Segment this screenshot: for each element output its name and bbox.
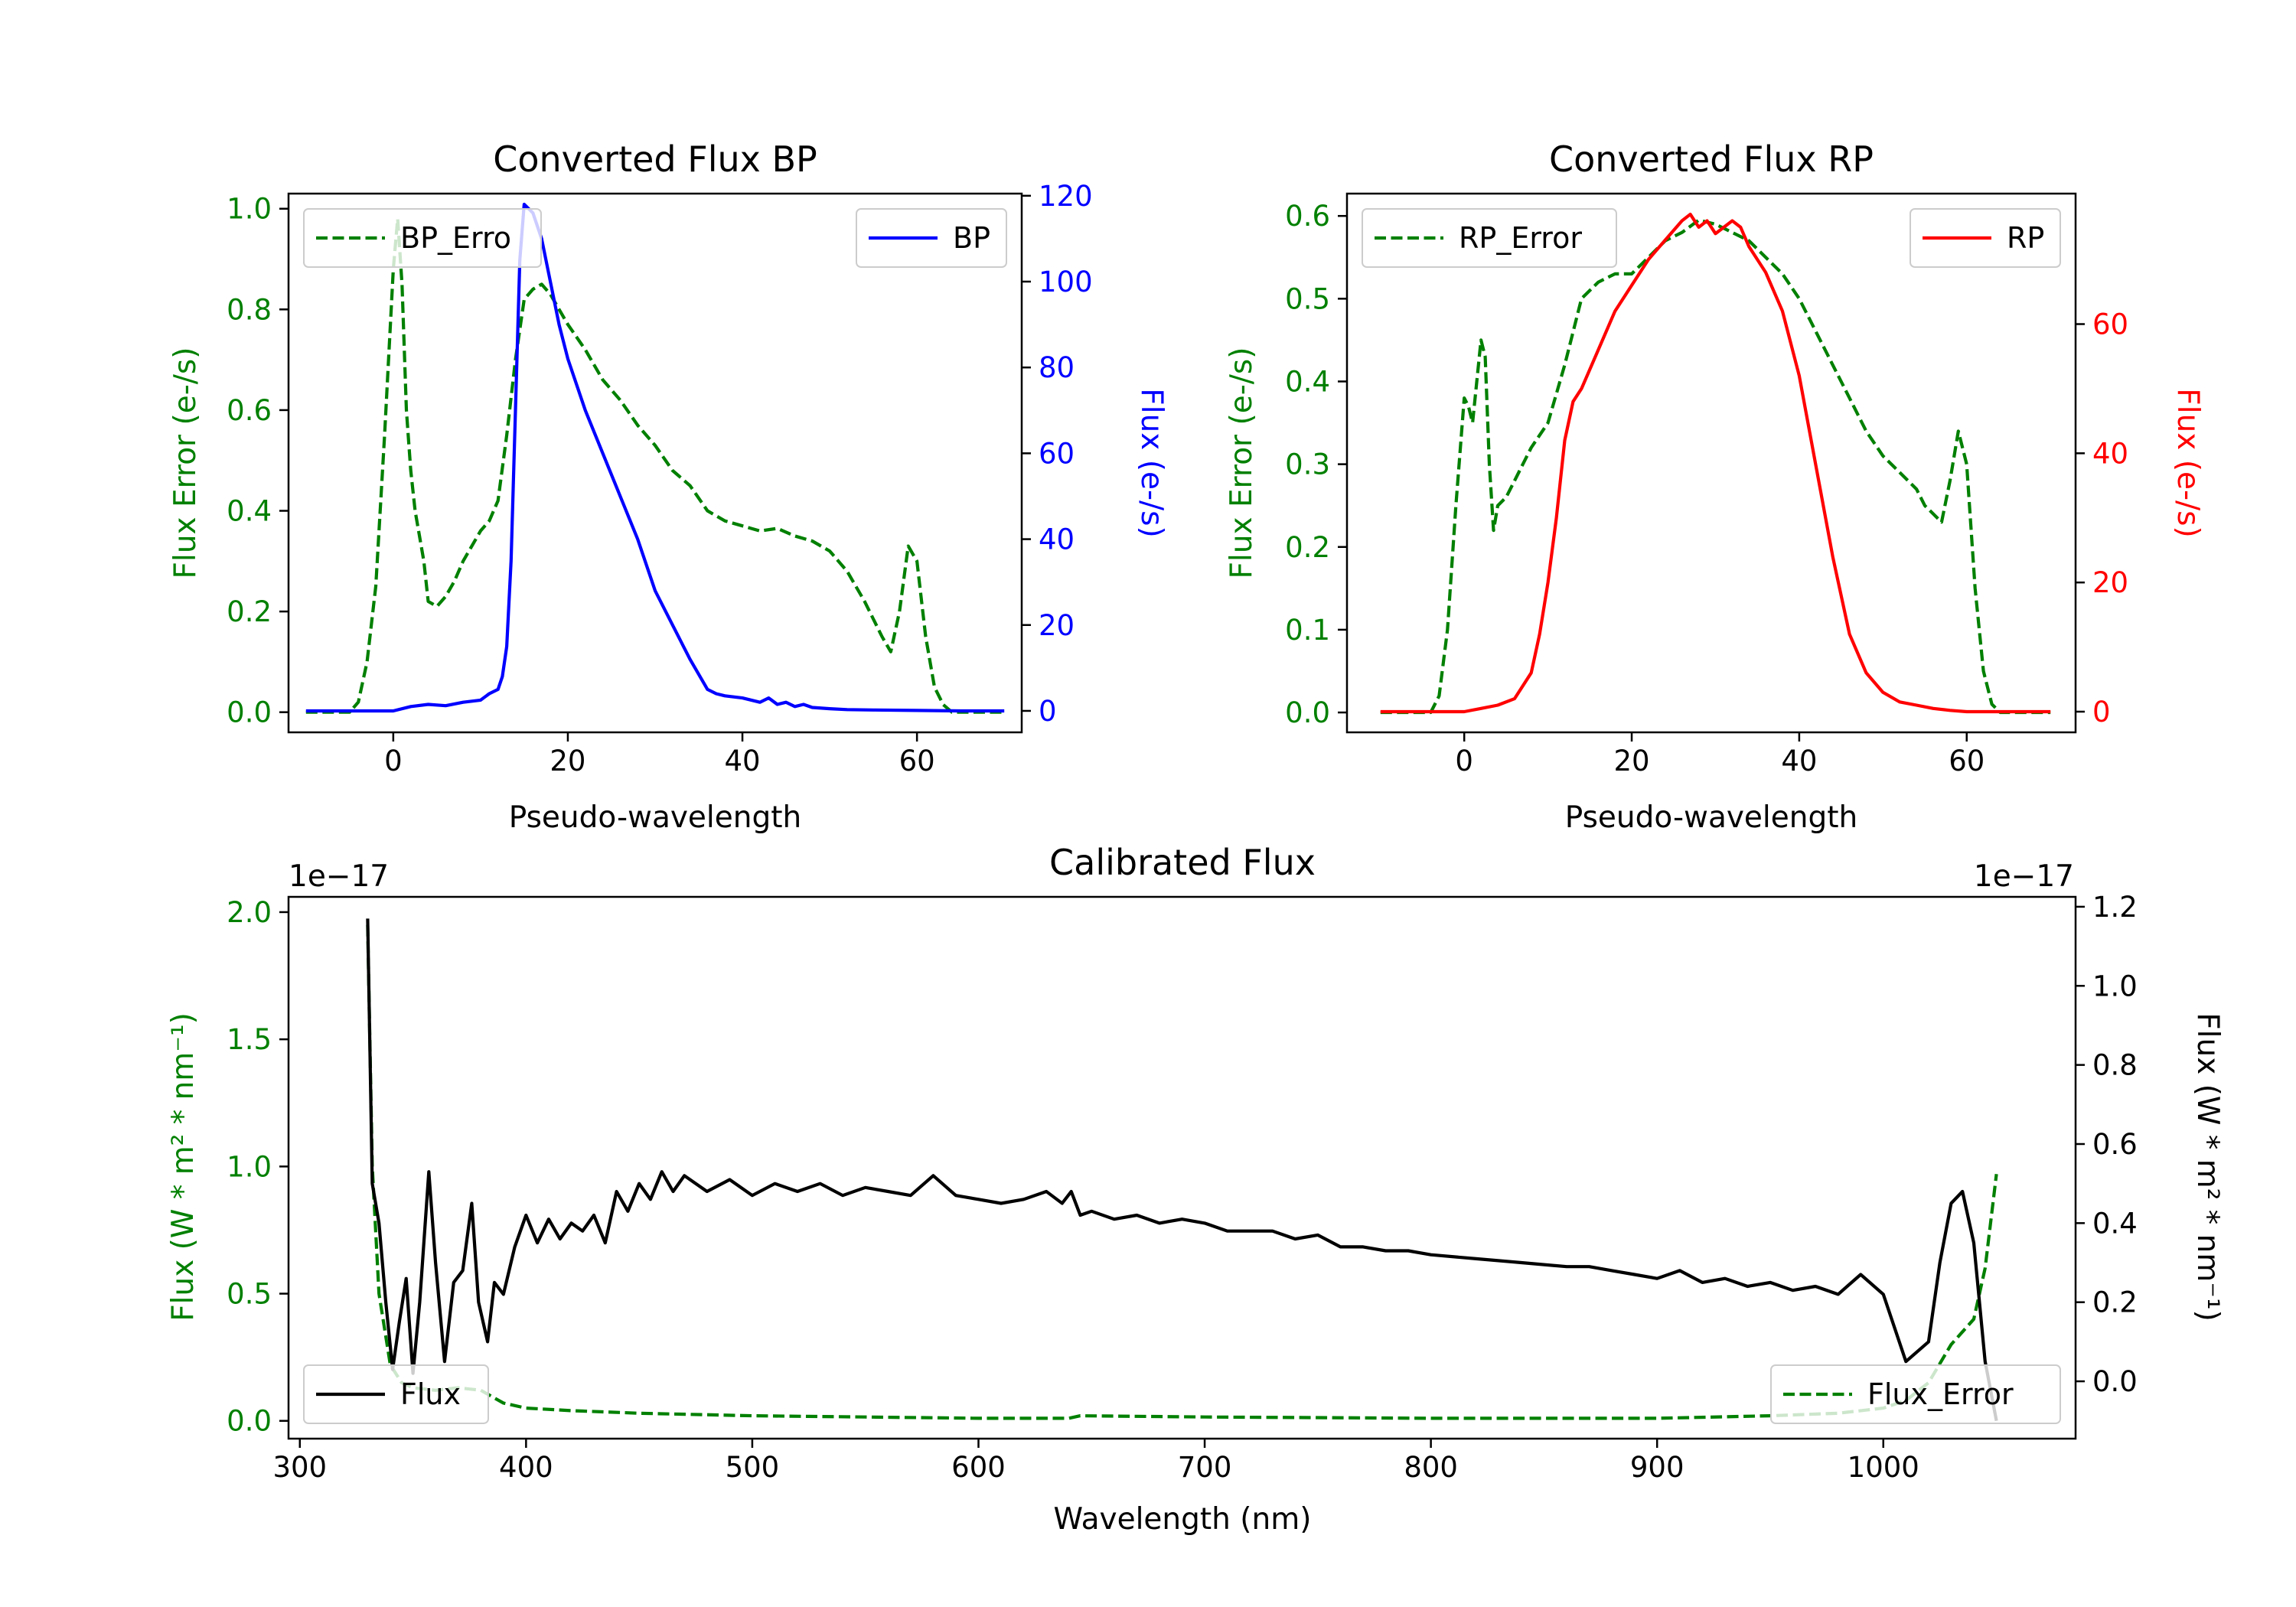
rp-series-rp [1380, 212, 2051, 714]
rp-left-ytick-label: 0.6 [1285, 200, 1330, 233]
rp-legend-box [1362, 208, 1617, 268]
cal-left-ytick-label: 2.0 [227, 896, 272, 929]
cal-legend-label: Flux [400, 1377, 461, 1411]
rp-legend-label: RP_Error [1459, 221, 1582, 255]
rp-left-ylabel: Flux Error (e-/s) [1225, 347, 1259, 579]
bp-series-bp-error [305, 217, 1005, 714]
cal-right-ytick-label: 1.0 [2092, 970, 2138, 1002]
rp-plot-area: 0 20 40 60 0.0 0.1 0.2 0.3 0.4 0.5 0.6 0 20 40 60 RP_Er… [1285, 192, 2128, 777]
bp-left-ytick-label: 0.4 [227, 495, 272, 528]
cal-right-ytick-label: 0.2 [2092, 1286, 2138, 1319]
cal-right-ytick-label: 0.8 [2092, 1049, 2138, 1082]
cal-right-ytick-label: 1.2 [2092, 891, 2138, 924]
bp-xtick-label: 0 [384, 745, 403, 777]
cal-right-ytick-label: 0.4 [2092, 1207, 2138, 1240]
bp-legend-label: BP_Erro [400, 221, 511, 255]
rp-right-ytick-label: 20 [2092, 566, 2128, 599]
cal-xtick-label: 800 [1404, 1451, 1458, 1484]
cal-xlabel: Wavelength (nm) [1054, 1502, 1312, 1537]
bp-left-ytick-label: 0.6 [227, 394, 272, 427]
rp-xtick-label: 60 [1949, 745, 1985, 777]
cal-series-flux [366, 918, 1998, 1422]
cal-left-ytick-label: 0.5 [227, 1278, 272, 1311]
rp-right-ytick-label: 40 [2092, 437, 2128, 470]
rp-series-rp-error [1380, 218, 2051, 715]
rp-right-ytick-label: 60 [2092, 308, 2128, 341]
cal-axes-frame [287, 895, 2077, 1440]
rp-left-ytick-label: 0.5 [1285, 282, 1330, 315]
bp-xtick-label: 20 [550, 745, 585, 777]
bp-right-ytick-label: 120 [1039, 180, 1093, 213]
bp-series-bp [305, 202, 1005, 713]
bp-right-ytick-label: 20 [1039, 609, 1075, 642]
cal-left-ytick-label: 1.5 [227, 1023, 272, 1056]
cal-right-ytick-label: 0.6 [2092, 1128, 2138, 1161]
rp-xtick-label: 20 [1613, 745, 1649, 777]
panel-bp: Converted Flux BP Pseudo-wavelength Flux… [168, 139, 1169, 835]
bp-right-ytick-label: 60 [1039, 437, 1075, 470]
bp-legend-bp-error: BP_Erro [303, 208, 542, 268]
rp-xtick-label: 40 [1781, 745, 1817, 777]
cal-title: Calibrated Flux [1049, 842, 1316, 883]
cal-left-ylabel: Flux (W * m² * nm⁻¹) [166, 1012, 201, 1322]
bp-legend-box [303, 208, 542, 268]
rp-xtick-label: 0 [1455, 745, 1473, 777]
cal-xtick-label: 700 [1178, 1451, 1232, 1484]
bp-right-ytick-label: 40 [1039, 523, 1075, 556]
bp-xtick-label: 60 [899, 745, 935, 777]
panel-rp: Converted Flux RP Pseudo-wavelength Flux… [1225, 139, 2205, 835]
cal-legend-label: Flux_Error [1867, 1377, 2014, 1411]
rp-legend-rp: RP [1910, 208, 2061, 268]
bp-left-ytick-label: 0.8 [227, 293, 272, 326]
cal-xtick-label: 500 [726, 1451, 780, 1484]
rp-left-ytick-label: 0.3 [1285, 448, 1330, 481]
rp-right-ylabel: Flux (e-/s) [2170, 388, 2205, 537]
bp-axes-frame [287, 192, 1023, 734]
bp-legend-label: BP [953, 221, 990, 255]
cal-left-ytick-label: 0.0 [227, 1405, 272, 1438]
bp-right-ytick-label: 0 [1039, 695, 1057, 728]
cal-xtick-label: 600 [951, 1451, 1006, 1484]
cal-legend-flux-error: Flux_Error [1770, 1364, 2061, 1424]
bp-right-ylabel: Flux (e-/s) [1134, 388, 1169, 537]
bp-left-ytick-label: 0.2 [227, 595, 272, 628]
bp-xlabel: Pseudo-wavelength [509, 800, 801, 835]
rp-left-ytick-label: 0.2 [1285, 531, 1330, 564]
rp-legend-label: RP [2007, 221, 2044, 255]
rp-left-ytick-label: 0.1 [1285, 614, 1330, 647]
cal-xtick-label: 400 [499, 1451, 553, 1484]
bp-plot-area: 0 20 40 60 0.0 0.2 0.4 0.6 0.8 1.0 0 20 40 60 80 100 120… [227, 180, 1092, 777]
rp-legend-rp-error: RP_Error [1362, 208, 1617, 268]
bp-right-ytick-label: 100 [1039, 266, 1093, 298]
bp-title: Converted Flux BP [493, 139, 817, 180]
cal-left-offset-text: 1e−17 [289, 859, 389, 894]
bp-left-ytick-label: 0.0 [227, 696, 272, 729]
cal-legend-box [303, 1364, 489, 1424]
rp-axes-frame [1345, 192, 2077, 734]
rp-title: Converted Flux RP [1549, 139, 1874, 180]
bp-right-ytick-label: 80 [1039, 351, 1075, 384]
cal-right-offset-text: 1e−17 [1974, 859, 2074, 894]
bp-xtick-label: 40 [725, 745, 761, 777]
cal-xtick-label: 900 [1630, 1451, 1684, 1484]
bp-legend-bp: BP [856, 208, 1007, 268]
cal-plot-area: 300 400 500 600 700 800 900 1000 0.0 0.5 1.0 1.5 2.0… [227, 891, 2138, 1484]
cal-legend-flux: Flux [303, 1364, 489, 1424]
cal-xtick-label: 300 [272, 1451, 327, 1484]
cal-legend-box [1770, 1364, 2061, 1424]
rp-xlabel: Pseudo-wavelength [1565, 800, 1857, 835]
panel-calibrated: Calibrated Flux Wavelength (nm) 1e−17 1e… [166, 842, 2225, 1537]
bp-left-ylabel: Flux Error (e-/s) [168, 347, 203, 579]
cal-xtick-label: 1000 [1848, 1451, 1919, 1484]
bp-left-ytick-label: 1.0 [227, 193, 272, 226]
cal-left-ytick-label: 1.0 [227, 1150, 272, 1183]
rp-right-ytick-label: 0 [2092, 696, 2111, 729]
cal-right-ylabel: Flux (W * m² * nm⁻¹) [2190, 1012, 2225, 1322]
rp-left-ytick-label: 0.4 [1285, 365, 1330, 398]
cal-right-ytick-label: 0.0 [2092, 1365, 2138, 1398]
rp-left-ytick-label: 0.0 [1285, 696, 1330, 729]
